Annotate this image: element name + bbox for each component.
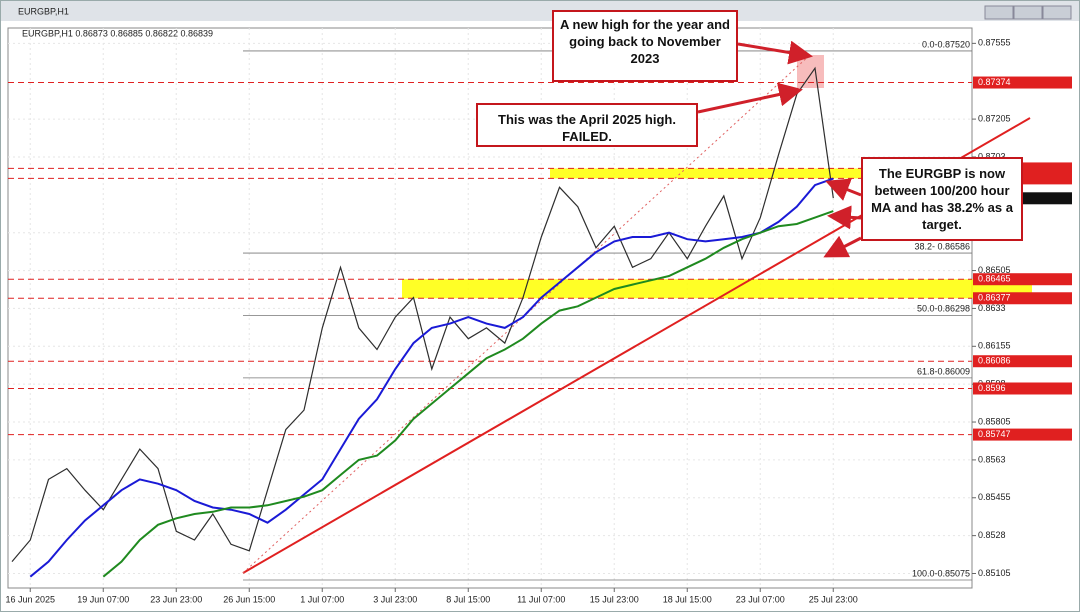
ohlc-header: EURGBP,H1 0.86873 0.86885 0.86822 0.8683… xyxy=(22,28,213,38)
fib-label: 100.0-0.85075 xyxy=(912,568,970,578)
y-tick-label: 0.8528 xyxy=(978,530,1006,540)
level-label: 0.86377 xyxy=(978,293,1011,303)
x-tick-label: 19 Jun 07:00 xyxy=(77,594,129,604)
x-tick-label: 1 Jul 07:00 xyxy=(300,594,344,604)
maximize-button[interactable] xyxy=(1013,5,1043,20)
x-tick-label: 15 Jul 23:00 xyxy=(590,594,639,604)
level-label-bg xyxy=(973,382,1072,395)
fib-label: 50.0-0.86298 xyxy=(917,304,970,314)
x-tick-label: 26 Jun 15:00 xyxy=(223,594,275,604)
level-label: 0.87374 xyxy=(978,77,1011,87)
window-title: EURGBP,H1 xyxy=(18,6,69,16)
level-label: 0.86465 xyxy=(978,274,1011,284)
x-tick-label: 25 Jul 23:00 xyxy=(809,594,858,604)
level-label: 0.86086 xyxy=(978,356,1011,366)
close-button[interactable] xyxy=(1042,5,1072,20)
level-label-bg xyxy=(973,292,1072,305)
annotation-box: This was the April 2025 high. FAILED. xyxy=(476,103,698,147)
level-label-bg xyxy=(973,355,1072,368)
x-tick-label: 23 Jun 23:00 xyxy=(150,594,202,604)
y-tick-label: 0.85105 xyxy=(978,568,1011,578)
y-tick-label: 0.8633 xyxy=(978,303,1006,313)
y-tick-label: 0.85805 xyxy=(978,416,1011,426)
y-tick-label: 0.85455 xyxy=(978,492,1011,502)
x-tick-label: 3 Jul 23:00 xyxy=(373,594,417,604)
y-tick-label: 0.86155 xyxy=(978,341,1011,351)
y-tick-label: 0.8703 xyxy=(978,151,1006,161)
y-tick-label: 0.87205 xyxy=(978,113,1011,123)
level-label-bg xyxy=(973,428,1072,441)
annotation-box: The EURGBP is now between 100/200 hour M… xyxy=(861,157,1023,241)
window-buttons xyxy=(984,5,1072,20)
level-label-bg xyxy=(973,76,1072,89)
y-tick-label: 0.86505 xyxy=(978,265,1011,275)
minimize-button[interactable] xyxy=(984,5,1014,20)
fib-label: 0.0-0.87520 xyxy=(922,39,970,49)
level-label: 0.8596 xyxy=(978,383,1006,393)
high-highlight xyxy=(797,55,824,88)
x-tick-label: 16 Jun 2025 xyxy=(5,594,55,604)
fib-label: 38.2- 0.86586 xyxy=(914,241,970,251)
title-bar xyxy=(1,1,1079,21)
fib-label: 61.8-0.86009 xyxy=(917,366,970,376)
support-zone xyxy=(550,168,1032,179)
x-tick-label: 11 Jul 07:00 xyxy=(517,594,565,604)
support-zone xyxy=(402,279,1032,299)
y-tick-label: 0.8563 xyxy=(978,454,1006,464)
level-label: 0.85747 xyxy=(978,429,1011,439)
annotation-box: A new high for the year and going back t… xyxy=(552,10,738,82)
y-tick-label: 0.87555 xyxy=(978,38,1011,48)
series-line xyxy=(29,177,834,578)
series-line xyxy=(11,66,834,562)
level-label-bg xyxy=(973,273,1072,286)
x-tick-label: 23 Jul 07:00 xyxy=(736,594,785,604)
series-line xyxy=(102,210,834,578)
x-tick-label: 8 Jul 15:00 xyxy=(446,594,490,604)
x-tick-label: 18 Jul 15:00 xyxy=(663,594,712,604)
